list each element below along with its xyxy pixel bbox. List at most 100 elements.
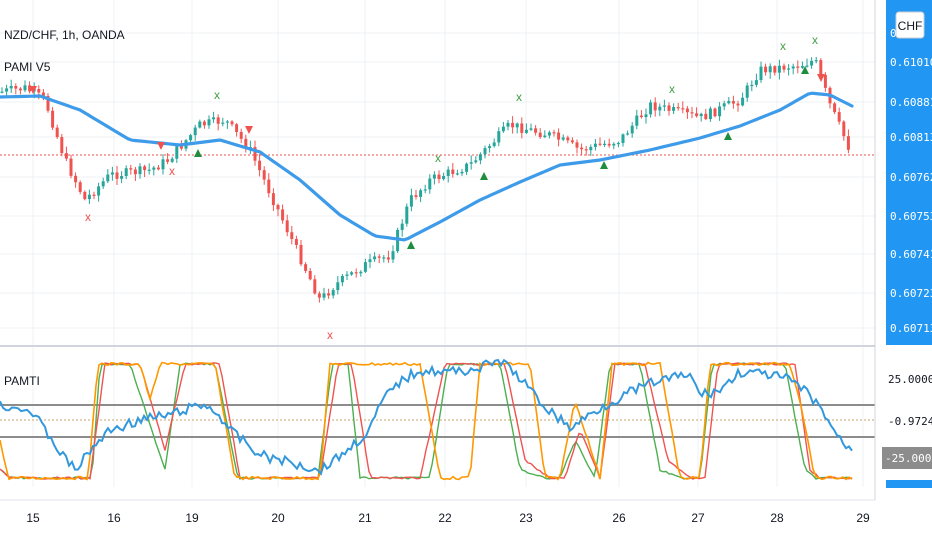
candle <box>313 279 317 294</box>
price-scale-labels: 0.60.610100.608810.608130.607620.607530.… <box>890 27 932 335</box>
candle <box>497 131 501 143</box>
candle <box>405 206 409 224</box>
candle <box>589 146 593 151</box>
candle <box>60 137 64 154</box>
candle <box>731 100 735 104</box>
candle <box>754 80 758 85</box>
candle <box>115 172 119 179</box>
candle <box>695 113 699 117</box>
candle <box>713 108 717 117</box>
signal-x-marker: x <box>435 151 441 165</box>
candle <box>621 134 625 143</box>
candle <box>37 89 41 93</box>
sell-arrow-marker <box>29 86 37 94</box>
indicator-label: PAMI V5 <box>4 60 51 74</box>
candle <box>708 108 712 120</box>
candle <box>718 106 722 117</box>
oscillator-green-line <box>0 362 853 480</box>
signal-x-marker: x <box>85 210 91 224</box>
candle <box>18 88 22 91</box>
candle <box>653 102 657 111</box>
candle <box>635 115 639 126</box>
signal-markers: x x x x x x x x x <box>29 33 825 342</box>
candle <box>212 117 216 120</box>
candle <box>55 127 59 138</box>
candle <box>124 168 128 177</box>
candle <box>768 66 772 73</box>
candle <box>561 137 565 140</box>
candle <box>773 66 777 73</box>
time-label: 23 <box>519 511 533 525</box>
candle <box>386 257 390 260</box>
candle <box>143 166 147 171</box>
price-label: 0.60881 <box>890 96 932 109</box>
candle <box>704 113 708 120</box>
time-label: 27 <box>691 511 705 525</box>
candle <box>791 66 795 69</box>
candle <box>488 146 492 149</box>
lower-level-label: -25.00000 <box>885 452 932 465</box>
candle <box>819 60 823 75</box>
candle <box>557 132 561 140</box>
candle <box>294 239 298 245</box>
candle <box>419 190 423 197</box>
buy-arrow-marker <box>801 66 809 74</box>
price-label: 0.60723 <box>890 287 932 300</box>
price-pane[interactable]: x x x x x x x x x NZD/CHF, 1h, OANDA PAMI V5 <box>0 0 875 345</box>
candle <box>331 290 335 296</box>
oscillator-blue-line <box>0 358 853 476</box>
candle <box>110 172 114 175</box>
upper-level-label: 25.00000 <box>888 373 932 386</box>
candle <box>745 85 749 98</box>
candle <box>175 146 179 159</box>
time-label: 21 <box>358 511 372 525</box>
candle <box>170 158 174 162</box>
candle <box>833 103 837 113</box>
candle <box>446 169 450 177</box>
candle <box>814 60 818 62</box>
candle <box>764 66 768 73</box>
candle <box>400 223 404 230</box>
time-axis[interactable]: 15 16 19 20 21 22 23 26 27 28 29 <box>0 499 932 550</box>
candle <box>221 122 225 124</box>
candle <box>529 128 533 130</box>
moving-average-line <box>0 91 854 242</box>
osc-scale-tail <box>886 480 932 488</box>
candle <box>810 60 814 66</box>
currency-badge-bg[interactable] <box>895 11 925 39</box>
candle <box>672 107 676 111</box>
candle <box>736 103 740 106</box>
currency-badge[interactable]: CHF <box>898 19 923 33</box>
current-osc-label: -0.97247 <box>888 415 932 428</box>
candle <box>152 167 156 170</box>
price-label: 0.61010 <box>890 56 932 69</box>
candle <box>41 92 45 96</box>
candle <box>304 264 308 271</box>
candle <box>649 102 653 115</box>
candle <box>501 126 505 132</box>
candle <box>46 95 50 111</box>
candle <box>805 65 809 67</box>
candle <box>437 174 441 180</box>
candle <box>368 259 372 263</box>
time-label: 20 <box>271 511 285 525</box>
candle <box>198 121 202 128</box>
oscillator-pane[interactable]: PAMTI <box>0 347 875 487</box>
symbol-title: NZD/CHF, 1h, OANDA <box>4 28 125 42</box>
candle <box>644 114 648 118</box>
price-scale[interactable]: 0.60.610100.608810.608130.607620.607530.… <box>874 0 932 500</box>
candle <box>262 170 266 180</box>
candle <box>520 123 524 133</box>
candle <box>363 262 367 272</box>
candle <box>14 85 18 89</box>
candle <box>230 121 234 125</box>
candle <box>570 140 574 143</box>
candle <box>340 275 344 283</box>
candle <box>584 149 588 151</box>
time-label: 16 <box>107 511 121 525</box>
candle <box>267 179 271 194</box>
candle <box>51 110 55 128</box>
candle <box>391 251 395 260</box>
candle <box>626 133 630 135</box>
